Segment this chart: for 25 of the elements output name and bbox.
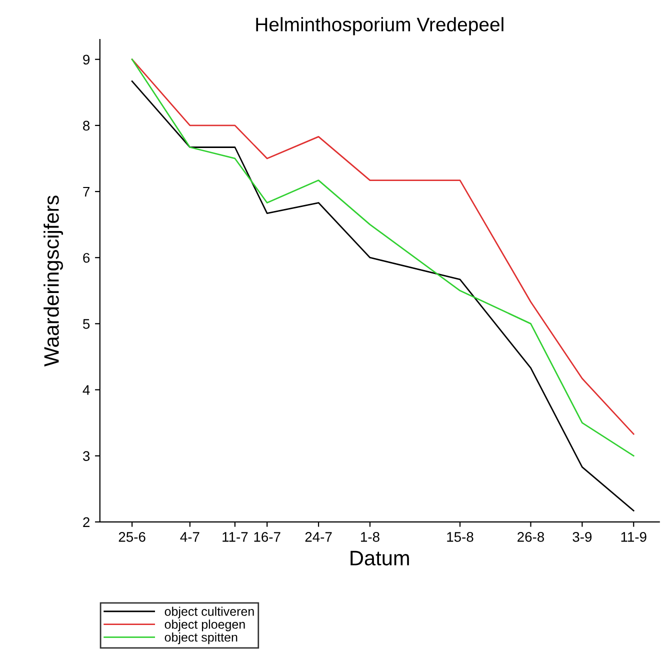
chart-title: Helminthosporium Vredepeel	[256, 17, 504, 36]
x-tick-label: 26-8	[518, 532, 544, 542]
y-tick-label: 9	[83, 54, 90, 65]
line-series	[131, 80, 634, 512]
legend-label: object ploegen	[164, 620, 245, 632]
x-tick-label: 4-7	[180, 532, 200, 542]
x-tick-label: 3-9	[572, 532, 592, 542]
y-axis-title: Waarderingscijfers	[44, 196, 64, 366]
x-tick-label: 24-7	[305, 532, 332, 542]
x-tick-label: 16-7	[254, 532, 280, 542]
y-tick-label: 4	[82, 385, 90, 395]
y-tick-label: 8	[83, 120, 90, 131]
y-tick-label: 3	[82, 451, 90, 462]
y-tick-label: 2	[83, 517, 90, 527]
x-tick-label: 11-7	[222, 532, 248, 542]
x-tick-label: 25-6	[118, 532, 146, 542]
x-tick-label: 1-8	[361, 532, 380, 542]
y-tick-label: 5	[83, 319, 90, 329]
y-tick-label: 7	[83, 187, 90, 197]
x-axis-title: Datum	[350, 550, 409, 566]
legend-label: object cultiveren	[164, 606, 254, 618]
x-tick-label: 11-9	[621, 532, 646, 542]
x-tick-label: 15-8	[447, 532, 474, 542]
legend-label: object spitten	[164, 632, 238, 644]
y-tick-label: 6	[83, 252, 90, 263]
